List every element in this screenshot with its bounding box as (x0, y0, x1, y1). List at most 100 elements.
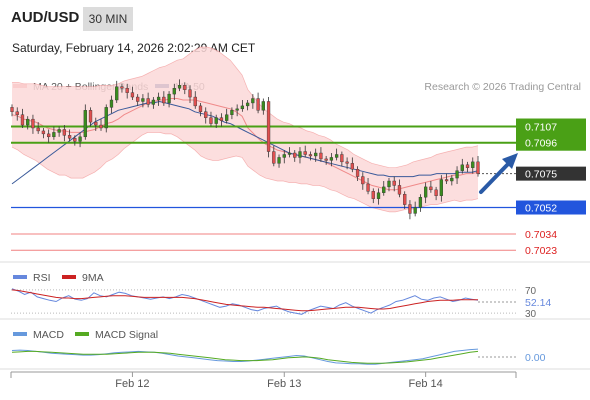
candle (67, 135, 72, 139)
candle (392, 180, 396, 186)
candle (52, 132, 56, 138)
candle (361, 176, 365, 185)
candle (109, 99, 114, 108)
candle (293, 152, 297, 158)
support-label: 0.7034 (525, 229, 557, 241)
macd-line (11, 348, 479, 365)
timeframe-badge[interactable]: 30 MIN (83, 7, 133, 31)
candle (424, 186, 428, 198)
candle (376, 192, 381, 199)
rsi-ma-line (11, 289, 478, 312)
rsi-value-label: 52.14 (525, 297, 551, 309)
candle (41, 130, 46, 135)
pivot-label: 0.7052 (525, 203, 557, 215)
candle (151, 99, 156, 105)
candle (10, 107, 14, 112)
candle (251, 98, 255, 104)
symbol-title: AUD/USD (11, 9, 80, 26)
candle (15, 111, 19, 115)
candle (298, 151, 302, 158)
candle (88, 110, 93, 123)
candle (94, 121, 98, 126)
forecast-arrow-head (502, 153, 518, 169)
candle (371, 191, 375, 199)
candle (245, 102, 250, 107)
candle (31, 118, 35, 129)
candle (47, 133, 51, 138)
candle (471, 161, 475, 168)
candle (282, 154, 286, 158)
resistance-label: 0.7107 (525, 122, 557, 134)
macd-legend-entry: MACD (33, 329, 64, 341)
candle (235, 108, 239, 111)
candle (214, 117, 218, 124)
candle (193, 96, 197, 107)
candle (120, 86, 124, 89)
candle (167, 93, 171, 104)
candle (261, 101, 265, 111)
rsi-line (11, 288, 479, 315)
candle (83, 110, 87, 138)
candle (99, 124, 103, 129)
candle (444, 179, 449, 182)
rsi-legend-entry: 9MA (82, 272, 104, 284)
x-tick-label: Feb 13 (267, 378, 301, 390)
candle (130, 92, 135, 98)
candle (418, 196, 423, 208)
candle (156, 96, 161, 101)
candle (219, 117, 224, 121)
candle (460, 164, 464, 171)
candle (188, 89, 192, 98)
x-tick-label: Feb 12 (115, 378, 149, 390)
candle (455, 170, 459, 179)
candle (387, 180, 391, 188)
candle (204, 111, 208, 118)
candle (413, 207, 417, 214)
candle (62, 129, 66, 136)
candle (183, 85, 187, 90)
candle (125, 88, 129, 93)
candle (314, 152, 318, 157)
candle (230, 110, 234, 115)
rsi-legend-swatch (13, 275, 27, 279)
candle (350, 163, 354, 170)
candle (104, 107, 108, 129)
candle (272, 151, 276, 164)
macd-legend-swatch (75, 332, 89, 336)
candle (177, 85, 182, 89)
candle (209, 117, 213, 124)
candle (345, 161, 349, 164)
candle (324, 158, 328, 161)
pivot-box (516, 200, 586, 215)
candle (434, 189, 438, 196)
resistance-box (516, 118, 586, 151)
candle (162, 96, 166, 104)
rsi-legend-entry: RSI (33, 272, 51, 284)
candle (20, 114, 25, 126)
candle (266, 101, 271, 152)
macd-value-label: 0.00 (525, 352, 546, 364)
candle (141, 98, 145, 102)
rsi-legend-swatch (62, 275, 76, 279)
rsi-value-bg (521, 296, 557, 309)
candle (115, 86, 119, 101)
candle (308, 154, 313, 157)
candle (334, 154, 339, 158)
resistance-label: 0.7096 (525, 138, 557, 150)
candle (450, 177, 454, 182)
rsi-level-label: 30 (525, 309, 537, 320)
bollinger-lower (11, 132, 479, 213)
current-price-box (516, 166, 586, 181)
candle (277, 157, 281, 164)
candle (403, 194, 407, 205)
candle (57, 129, 61, 133)
support-label: 0.7023 (525, 245, 557, 257)
candle (319, 152, 323, 160)
candle (439, 179, 443, 196)
candle (136, 96, 140, 102)
candle (408, 204, 412, 214)
bollinger-upper (12, 46, 479, 169)
candle (225, 114, 229, 121)
copyright-label: Research © 2026 Trading Central (424, 81, 581, 93)
